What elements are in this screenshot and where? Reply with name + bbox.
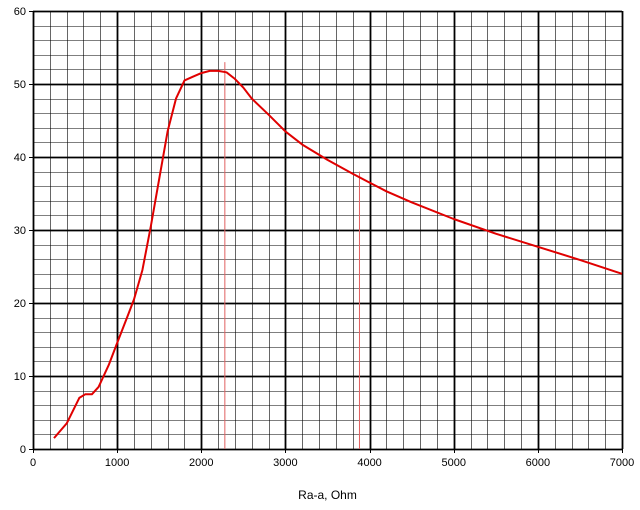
x-tick-label: 2000 (189, 457, 213, 469)
y-tick-label: 20 (14, 298, 26, 310)
y-tick-label: 60 (14, 6, 26, 18)
x-tick-label: 0 (30, 457, 36, 469)
series-line-0 (53, 69, 623, 439)
marker-lines (224, 62, 360, 449)
x-tick-label: 5000 (441, 457, 465, 469)
series-layer (53, 69, 623, 439)
y-tick-label: 40 (14, 152, 26, 164)
x-tick-label: 3000 (273, 457, 297, 469)
x-tick-label: 6000 (526, 457, 550, 469)
y-tick-label: 50 (14, 79, 26, 91)
y-tick-label: 0 (20, 444, 26, 456)
x-axis-label: Ra-a, Ohm (298, 488, 357, 502)
x-tick-label: 7000 (610, 457, 634, 469)
major-gridlines (29, 10, 624, 453)
y-tick-label: 10 (14, 371, 26, 383)
y-tick-label: 30 (14, 225, 26, 237)
x-tick-label: 4000 (357, 457, 381, 469)
tick-labels: 0 1000 2000 3000 4000 5000 6000 7000 0 10 20 30 40 50… (14, 6, 634, 469)
x-tick-label: 1000 (105, 457, 129, 469)
